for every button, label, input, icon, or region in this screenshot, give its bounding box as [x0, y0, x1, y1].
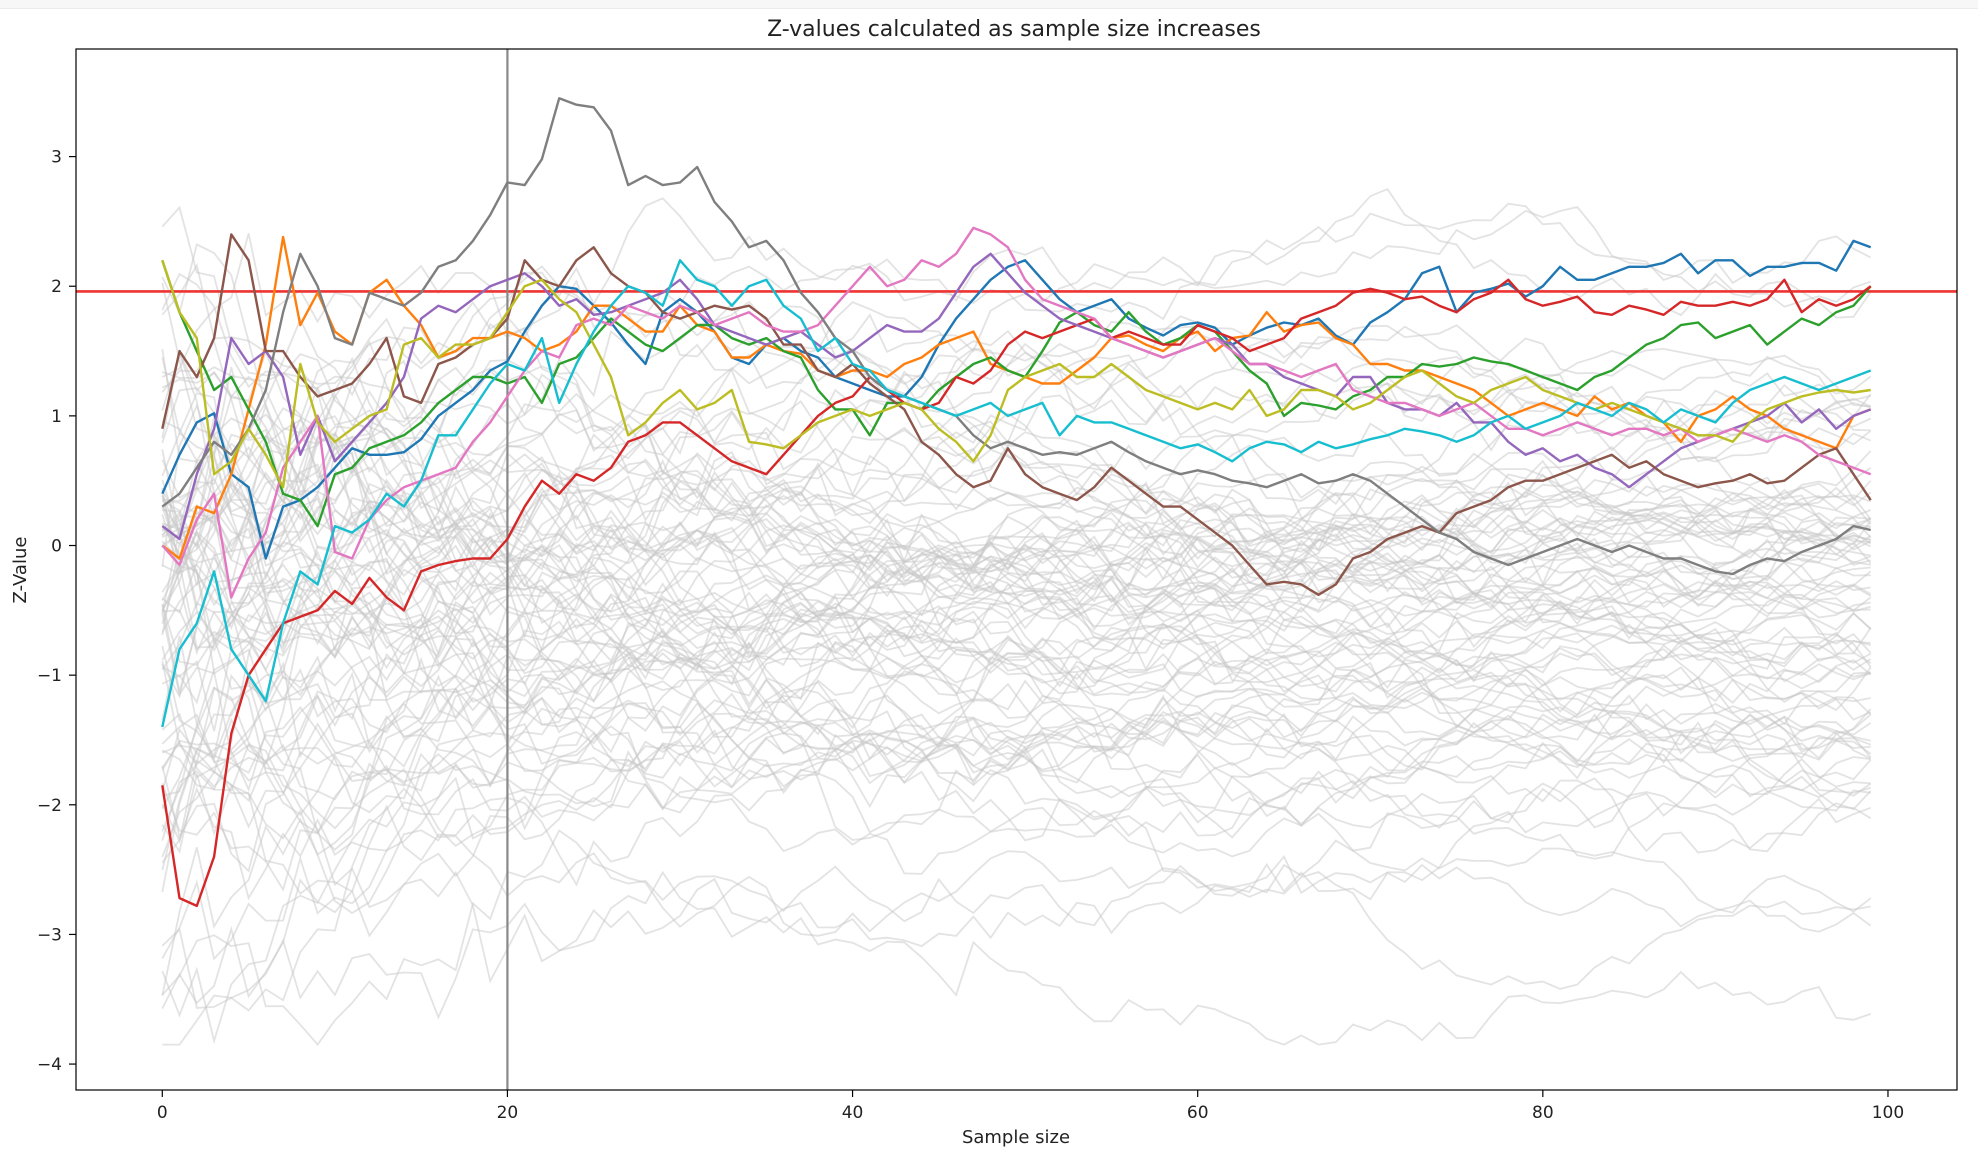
background-series-line [161, 492, 1871, 661]
background-series-line [161, 431, 1872, 704]
background-series-line [161, 426, 1871, 546]
background-series-line [161, 685, 1871, 812]
series-line-6 [161, 233, 1872, 596]
background-series-line [161, 342, 1872, 604]
reference-lines-group [76, 49, 1957, 1090]
top-strip [0, 0, 1978, 9]
background-series-line [161, 432, 1872, 688]
background-series-line [161, 481, 1872, 645]
series-line-10 [161, 259, 1872, 728]
background-series-line [161, 508, 1871, 751]
background-series-line [161, 605, 1872, 873]
x-tick-label: 40 [842, 1103, 864, 1123]
x-tick-label: 80 [1532, 1103, 1554, 1123]
background-series-line [161, 465, 1871, 638]
background-series-line [161, 870, 1871, 1009]
background-series-line [161, 711, 1872, 895]
background-series-line [161, 632, 1872, 901]
y-tick-label: −4 [37, 1055, 62, 1075]
y-axis-label: Z-Value [10, 537, 31, 604]
y-tick-label: 3 [51, 148, 62, 168]
highlighted-series-group [161, 97, 1872, 908]
background-series-line [161, 350, 1872, 597]
background-series-line [162, 787, 1872, 1046]
background-series-line [161, 426, 1872, 699]
series-line-3 [161, 259, 1872, 528]
background-series-line [161, 205, 1871, 593]
x-tick-label: 20 [497, 1103, 519, 1123]
x-tick-label: 0 [157, 1103, 168, 1123]
background-series-line [161, 374, 1872, 757]
y-tick-label: −2 [37, 796, 62, 816]
background-series-line [161, 674, 1871, 893]
background-series-line [161, 587, 1872, 853]
x-axis-label: Sample size [962, 1127, 1070, 1148]
plot-frame [75, 48, 1958, 1091]
y-axis: −4 −3 −2 −1 0 1 2 3 [37, 148, 76, 1075]
background-series-line [161, 627, 1871, 829]
x-tick-label: 100 [1872, 1103, 1904, 1123]
chart-title: Z-values calculated as sample size incre… [767, 17, 1261, 42]
background-series-line [161, 282, 1871, 503]
background-series-line [162, 302, 1872, 586]
series-line-8 [161, 97, 1871, 576]
background-series-line [161, 870, 1871, 1046]
series-line-4 [161, 278, 1872, 908]
background-series-line [161, 586, 1872, 747]
series-line-7 [161, 226, 1872, 599]
background-series-line [161, 620, 1872, 830]
background-series-line [161, 435, 1871, 668]
background-series-line [161, 686, 1872, 860]
background-series-line [161, 829, 1872, 1047]
background-series-line [161, 659, 1872, 892]
y-tick-label: 0 [51, 537, 62, 557]
background-series-line [161, 233, 1872, 456]
background-series-line [161, 187, 1872, 561]
background-series-line [161, 530, 1872, 779]
background-series-line [161, 351, 1872, 614]
x-tick-label: 60 [1187, 1103, 1209, 1123]
x-axis: 0 20 40 60 80 100 [157, 1090, 1904, 1123]
background-series-group [161, 187, 1872, 1047]
background-series-line [161, 451, 1872, 634]
background-series-line [162, 343, 1871, 520]
background-series-line [161, 671, 1872, 961]
y-tick-label: −1 [37, 666, 62, 686]
background-series-line [161, 532, 1872, 696]
background-series-line [162, 212, 1871, 385]
y-tick-label: −3 [37, 925, 62, 945]
series-line-5 [161, 252, 1872, 541]
background-series-line [161, 545, 1871, 791]
y-tick-label: 1 [51, 407, 62, 427]
y-tick-label: 2 [51, 277, 62, 297]
background-series-line [161, 492, 1872, 657]
background-series-line [162, 648, 1871, 852]
background-series-line [161, 442, 1872, 762]
background-series-line [161, 481, 1872, 661]
background-series-line [161, 348, 1871, 650]
background-series-line [161, 721, 1872, 996]
background-series-line [161, 415, 1872, 656]
background-series-line [161, 392, 1872, 611]
